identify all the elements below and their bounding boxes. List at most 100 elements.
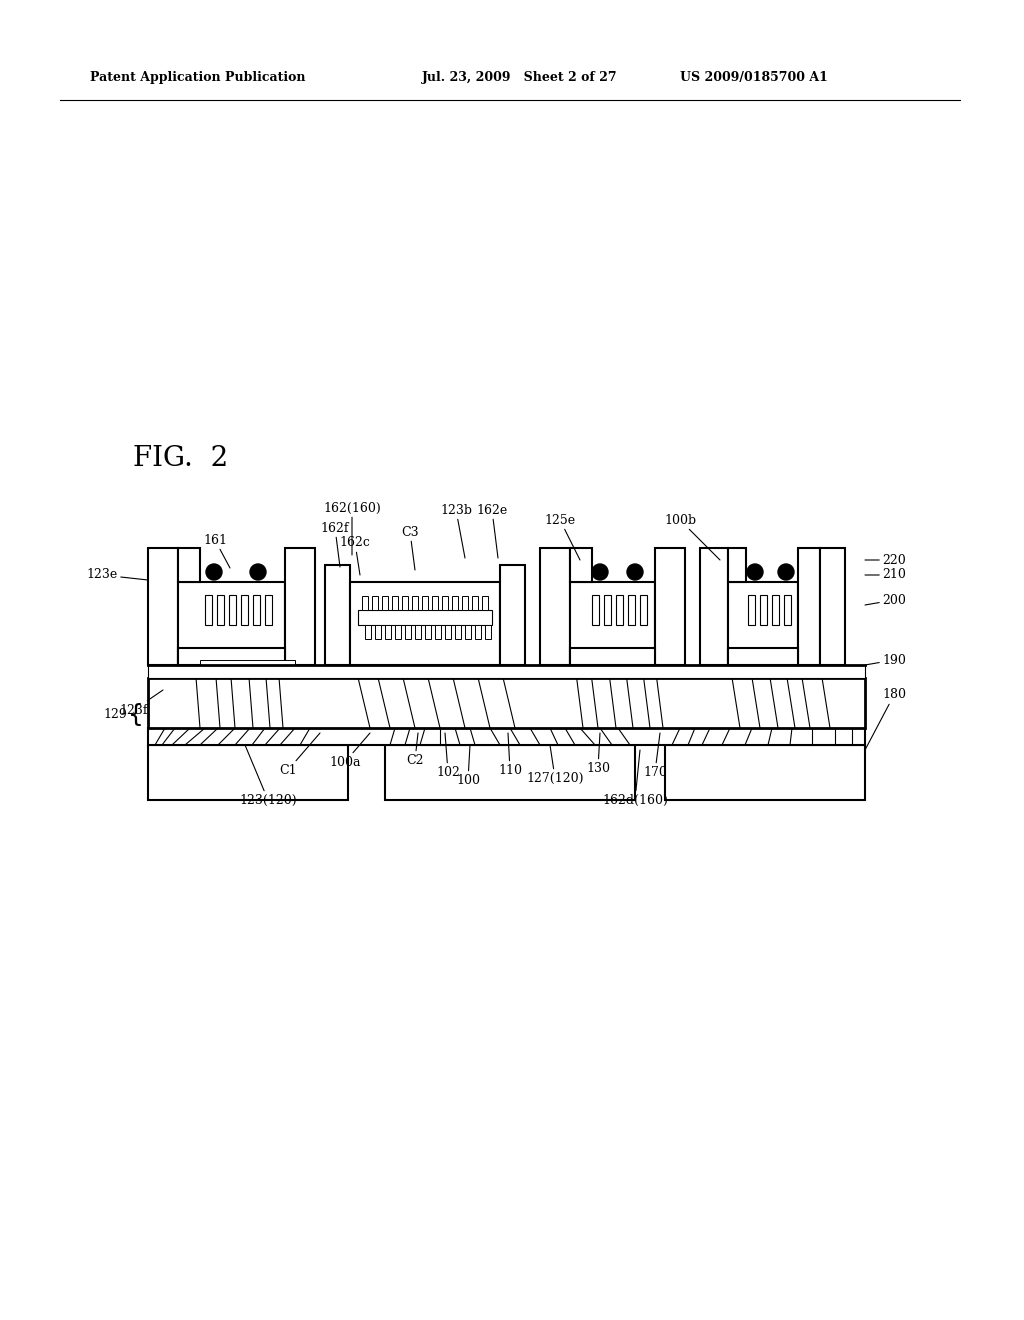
Text: C1: C1 xyxy=(280,733,319,776)
Bar xyxy=(728,648,798,665)
Bar xyxy=(728,582,798,665)
Bar xyxy=(148,665,865,678)
Bar xyxy=(798,548,820,665)
Text: 125e: 125e xyxy=(545,513,580,560)
Circle shape xyxy=(592,564,608,579)
Bar xyxy=(442,597,449,610)
Bar xyxy=(462,597,468,610)
Bar xyxy=(217,595,224,624)
Text: 161: 161 xyxy=(203,533,230,568)
Bar xyxy=(435,624,441,639)
Bar xyxy=(178,548,200,582)
Text: 170: 170 xyxy=(643,733,667,779)
Bar xyxy=(432,597,438,610)
Bar xyxy=(392,597,398,610)
Text: 127(120): 127(120) xyxy=(526,744,584,784)
Bar xyxy=(362,597,368,610)
Bar xyxy=(616,595,623,624)
Bar xyxy=(265,595,272,624)
Bar xyxy=(382,597,388,610)
Text: 123e: 123e xyxy=(87,569,148,582)
Bar xyxy=(748,595,755,624)
Bar xyxy=(465,624,471,639)
Text: 162e: 162e xyxy=(476,503,508,558)
Text: 162(160): 162(160) xyxy=(324,502,381,554)
Bar xyxy=(285,548,315,665)
Bar xyxy=(229,595,236,624)
Bar xyxy=(241,595,248,624)
Text: 130: 130 xyxy=(586,733,610,775)
Bar xyxy=(455,624,461,639)
Bar xyxy=(482,597,488,610)
Bar xyxy=(772,595,779,624)
Bar xyxy=(570,582,655,665)
Text: 220: 220 xyxy=(865,553,906,566)
Text: 103: 103 xyxy=(152,701,176,714)
Text: 100a: 100a xyxy=(330,733,370,768)
Bar xyxy=(628,595,635,624)
Text: 129: 129 xyxy=(103,709,127,722)
Bar xyxy=(406,624,411,639)
Circle shape xyxy=(627,564,643,579)
Bar xyxy=(655,548,685,665)
Bar xyxy=(385,744,635,800)
Text: 131: 131 xyxy=(152,718,176,730)
Bar xyxy=(485,624,490,639)
Text: 123(120): 123(120) xyxy=(240,744,297,807)
Bar xyxy=(500,565,525,665)
Text: 123f: 123f xyxy=(120,690,163,717)
Text: 102: 102 xyxy=(436,733,460,779)
Text: Jul. 23, 2009   Sheet 2 of 27: Jul. 23, 2009 Sheet 2 of 27 xyxy=(422,71,617,84)
Bar xyxy=(205,595,212,624)
Text: 162f: 162f xyxy=(321,521,349,568)
Bar xyxy=(148,548,178,665)
Bar xyxy=(570,648,655,665)
Bar xyxy=(148,729,865,744)
Bar xyxy=(325,565,350,665)
Bar xyxy=(350,582,500,665)
Bar xyxy=(820,548,845,665)
Bar xyxy=(178,648,285,665)
Bar xyxy=(253,595,260,624)
Bar xyxy=(784,595,791,624)
Text: C3: C3 xyxy=(401,525,419,570)
Bar xyxy=(640,595,647,624)
Text: 100b: 100b xyxy=(664,513,720,560)
Circle shape xyxy=(250,564,266,579)
Bar xyxy=(728,548,746,582)
Bar xyxy=(700,548,728,665)
Text: {: { xyxy=(128,704,144,727)
Text: FIG.  2: FIG. 2 xyxy=(133,445,228,471)
Text: Patent Application Publication: Patent Application Publication xyxy=(90,71,305,84)
Bar xyxy=(375,624,381,639)
Text: 110: 110 xyxy=(498,733,522,776)
Bar xyxy=(402,597,408,610)
Bar xyxy=(385,624,391,639)
Bar xyxy=(475,624,481,639)
Bar xyxy=(425,624,431,639)
Bar xyxy=(472,597,478,610)
Bar xyxy=(415,624,421,639)
Bar xyxy=(665,744,865,800)
Text: 190: 190 xyxy=(865,653,906,667)
Bar xyxy=(592,595,599,624)
Text: 162c: 162c xyxy=(340,536,371,576)
Text: C2: C2 xyxy=(407,733,424,767)
Bar xyxy=(452,597,458,610)
Bar xyxy=(178,582,285,665)
Bar xyxy=(422,597,428,610)
Bar xyxy=(365,624,371,639)
Text: 200: 200 xyxy=(865,594,906,606)
Bar xyxy=(148,678,865,729)
Bar xyxy=(412,597,418,610)
Circle shape xyxy=(778,564,794,579)
Bar xyxy=(540,548,570,665)
Text: 162d(160): 162d(160) xyxy=(602,750,668,807)
Bar xyxy=(395,624,401,639)
Bar xyxy=(604,595,611,624)
Bar xyxy=(760,595,767,624)
Text: 180: 180 xyxy=(865,689,906,750)
Text: 100: 100 xyxy=(456,744,480,787)
Text: US 2009/0185700 A1: US 2009/0185700 A1 xyxy=(680,71,827,84)
Bar xyxy=(570,548,592,582)
